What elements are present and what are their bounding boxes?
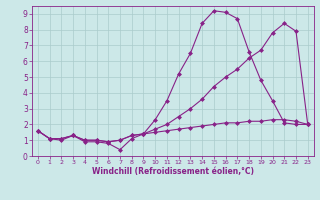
X-axis label: Windchill (Refroidissement éolien,°C): Windchill (Refroidissement éolien,°C) — [92, 167, 254, 176]
